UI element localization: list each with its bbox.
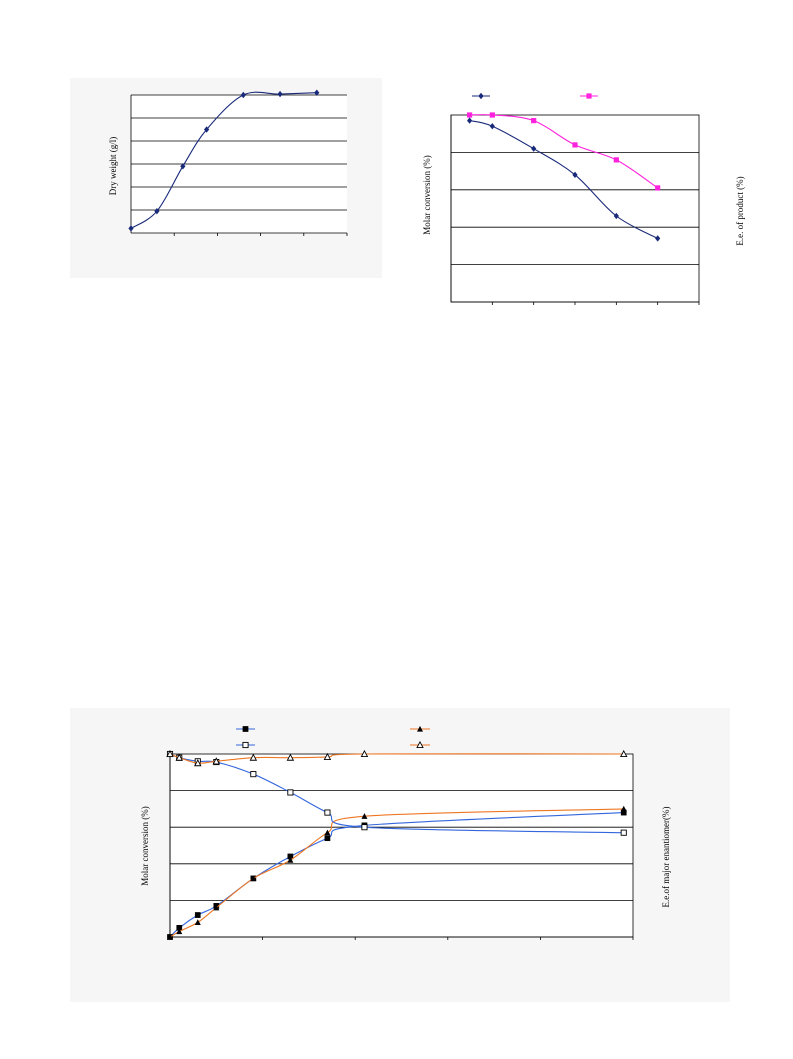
dry-weight-chart: [128, 89, 348, 236]
chart1-y-axis-label: Dry weight (g/l): [108, 136, 118, 196]
series-1-point-4: [572, 171, 578, 179]
series-1-point-2: [489, 123, 495, 130]
legend-2-marker: [586, 93, 592, 99]
series-3-point-5: [250, 771, 257, 778]
chart3-y2-axis-label: E.e.of major enantiomer(%): [661, 806, 671, 908]
series-4-point-1: [166, 749, 174, 758]
series-2-point-3: [531, 118, 537, 124]
chart3-y-axis-label: Molar conversion (%): [140, 806, 150, 886]
series-1-point-5: [240, 91, 246, 99]
series-1-point-6: [655, 235, 661, 242]
series-1-point-1: [128, 225, 134, 232]
series-4-point-9: [619, 749, 628, 758]
series-2-line: [169, 808, 624, 938]
series-4-point-5: [249, 753, 258, 761]
series-3-point-9: [620, 829, 627, 836]
series-4-point-7: [323, 752, 332, 760]
series-4-point-3: [194, 759, 202, 767]
chart2-y2-axis-label: E.e. of product (%): [735, 176, 745, 246]
series-2-point-7: [324, 829, 331, 836]
series-2-point-4: [572, 142, 578, 148]
plot-area: [169, 753, 634, 938]
series-1-point-1: [467, 117, 473, 124]
conversion-ee-chart: [450, 92, 700, 305]
series-3-point-6: [287, 789, 294, 796]
series-1-line: [469, 120, 658, 239]
series-4-point-4: [212, 757, 221, 765]
series-4-line: [169, 753, 624, 764]
legend-2-marker: [417, 725, 423, 732]
series-3-line: [169, 753, 624, 834]
series-2-point-2: [489, 112, 495, 118]
conversion-enantiomer-chart: [166, 725, 634, 940]
series-2-point-1: [467, 112, 473, 118]
series-2-point-4: [213, 904, 220, 911]
legend-3-marker: [242, 741, 249, 749]
series-2-point-2: [176, 928, 183, 935]
series-2-point-3: [194, 919, 201, 925]
series-4-point-2: [175, 753, 184, 761]
series-1-point-6: [277, 90, 283, 98]
series-2-point-5: [613, 157, 619, 163]
series-1-point-3: [180, 163, 186, 170]
series-1-point-7: [324, 835, 331, 842]
series-1-point-3: [531, 145, 537, 152]
series-3-point-8: [361, 824, 368, 831]
series-2-point-6: [655, 185, 661, 191]
series-1-point-7: [314, 89, 320, 96]
series-1-point-2: [154, 207, 160, 215]
series-2-point-9: [620, 805, 627, 812]
series-4-point-8: [360, 749, 369, 758]
series-2-point-5: [250, 875, 257, 882]
chart2-y-axis-label: Molar conversion (%): [422, 155, 432, 235]
series-3-point-7: [324, 809, 331, 816]
series-1-point-3: [194, 912, 201, 918]
legend-1-marker: [242, 726, 249, 732]
legend-1-marker: [478, 92, 484, 100]
legend-4-marker: [416, 740, 424, 749]
series-4-point-6: [286, 753, 295, 761]
series-2-line: [469, 114, 659, 189]
series-1-line: [169, 812, 624, 938]
series-2-point-6: [287, 857, 294, 863]
series-2-point-8: [361, 813, 368, 819]
series-1-point-4: [204, 126, 210, 133]
series-1-point-5: [613, 212, 619, 220]
series-2-point-1: [167, 933, 173, 940]
